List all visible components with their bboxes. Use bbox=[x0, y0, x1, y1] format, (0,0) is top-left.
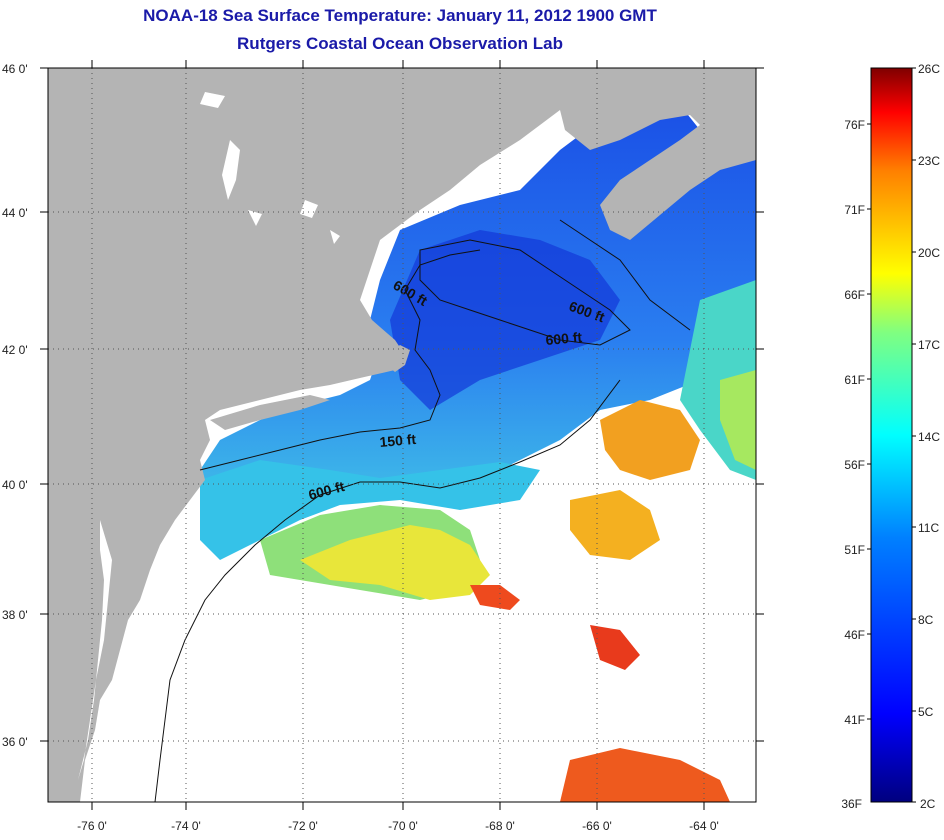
celsius-label: 17C bbox=[918, 338, 940, 352]
temperature-colorbar: 76F 71F 66F 61F 56F 51F 46F 41F 36F 26C … bbox=[841, 62, 940, 811]
contour-600ft-scotian bbox=[559, 219, 691, 331]
colorbar-ramp bbox=[870, 67, 913, 803]
lon-label: -68 0' bbox=[485, 819, 515, 833]
lon-label: -74 0' bbox=[171, 819, 201, 833]
fahrenheit-label: 41F bbox=[844, 713, 865, 727]
celsius-label: 23C bbox=[918, 154, 940, 168]
map-frame bbox=[47, 67, 757, 803]
lon-label: -72 0' bbox=[288, 819, 318, 833]
lat-label: 42 0' bbox=[2, 343, 28, 357]
celsius-label: 26C bbox=[918, 62, 940, 76]
contour-label: 600 ft bbox=[545, 329, 583, 348]
contour-150ft bbox=[199, 249, 481, 471]
celsius-label: 11C bbox=[918, 521, 939, 535]
sst-deep-blue-core bbox=[390, 230, 620, 410]
land-long-island bbox=[210, 395, 330, 430]
fahrenheit-label: 61F bbox=[844, 373, 865, 387]
sst-east-green bbox=[720, 370, 756, 470]
land-continent bbox=[48, 68, 560, 802]
map-subtitle: Rutgers Coastal Ocean Observation Lab bbox=[237, 34, 563, 53]
lon-label: -76 0' bbox=[77, 819, 107, 833]
lat-label: 40 0' bbox=[2, 478, 28, 492]
land-nova-scotia bbox=[560, 68, 756, 240]
longitude-labels: -76 0' -74 0' -72 0' -70 0' -68 0' -66 0… bbox=[77, 819, 719, 833]
map-area bbox=[48, 68, 756, 802]
sst-gulfstream-red-1 bbox=[470, 585, 520, 610]
lat-label: 44 0' bbox=[2, 206, 28, 220]
fahrenheit-label: 36F bbox=[841, 797, 862, 811]
celsius-label: 2C bbox=[920, 797, 936, 811]
colorbar-fahrenheit-labels: 76F 71F 66F 61F 56F 51F 46F 41F 36F bbox=[841, 118, 865, 811]
bathymetry-contours bbox=[154, 219, 691, 802]
contour-600ft-shelf bbox=[154, 379, 621, 802]
sst-gulfstream-orange-1 bbox=[600, 400, 700, 480]
fahrenheit-label: 56F bbox=[844, 458, 865, 472]
colorbar-celsius-labels: 26C 23C 20C 17C 14C 11C 8C 5C 2C bbox=[918, 62, 940, 811]
sst-gulfstream-red-3 bbox=[560, 748, 730, 802]
lon-label: -70 0' bbox=[388, 819, 418, 833]
celsius-label: 8C bbox=[918, 613, 934, 627]
lon-label: -66 0' bbox=[582, 819, 612, 833]
sst-shelf-cyan bbox=[200, 460, 540, 560]
lat-label: 46 0' bbox=[2, 62, 28, 76]
fahrenheit-label: 51F bbox=[844, 543, 865, 557]
lat-label: 36 0' bbox=[2, 735, 28, 749]
fahrenheit-label: 66F bbox=[844, 288, 865, 302]
sst-gulfstream-orange-2 bbox=[570, 490, 660, 560]
map-title: NOAA-18 Sea Surface Temperature: January… bbox=[143, 6, 657, 25]
celsius-label: 20C bbox=[918, 246, 940, 260]
sst-gulfstream-red-2 bbox=[590, 625, 640, 670]
sst-slope-yellow bbox=[300, 525, 490, 600]
land-cape-cod bbox=[380, 345, 410, 372]
inland-lakes bbox=[200, 92, 340, 244]
contour-label: 150 ft bbox=[379, 431, 417, 450]
fahrenheit-label: 76F bbox=[844, 118, 865, 132]
celsius-label: 14C bbox=[918, 430, 940, 444]
celsius-label: 5C bbox=[918, 705, 934, 719]
axis-ticks bbox=[40, 60, 764, 810]
fahrenheit-label: 46F bbox=[844, 628, 865, 642]
lat-label: 38 0' bbox=[2, 608, 28, 622]
fahrenheit-label: 71F bbox=[844, 203, 865, 217]
latitude-labels: 46 0' 44 0' 42 0' 40 0' 38 0' 36 0' bbox=[2, 62, 28, 749]
lon-label: -64 0' bbox=[689, 819, 719, 833]
graticule bbox=[48, 68, 756, 802]
contour-600ft-gulf bbox=[419, 239, 631, 346]
colorbar-ticks bbox=[867, 67, 916, 803]
